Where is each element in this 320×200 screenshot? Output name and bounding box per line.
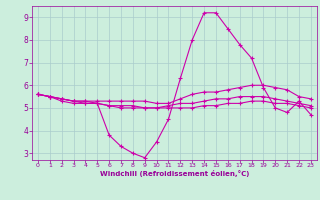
X-axis label: Windchill (Refroidissement éolien,°C): Windchill (Refroidissement éolien,°C) bbox=[100, 170, 249, 177]
